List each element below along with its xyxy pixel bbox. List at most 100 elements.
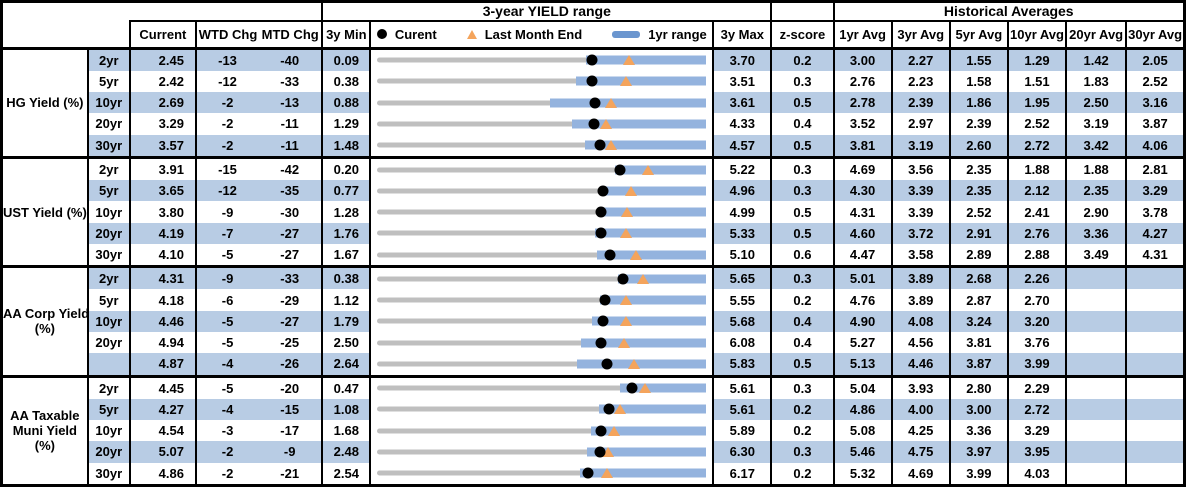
group-label-line: AA Corp Yield bbox=[3, 306, 88, 322]
cell-current: 5.07 bbox=[128, 441, 197, 463]
cell-3yr-avg: 3.56 bbox=[890, 155, 951, 181]
cell-3y-min: 0.77 bbox=[321, 180, 372, 202]
cell-wtd-chg: -4 bbox=[194, 353, 259, 376]
range-track-3yr bbox=[377, 230, 707, 236]
cell-current: 2.69 bbox=[128, 92, 197, 114]
cell-10yr-avg: 4.03 bbox=[1006, 462, 1068, 486]
cell-wtd-chg: -3 bbox=[194, 420, 259, 442]
cell-current: 4.86 bbox=[128, 462, 197, 486]
cell-10yr-avg: 2.88 bbox=[1006, 243, 1068, 267]
cell-3y-max: 6.17 bbox=[712, 462, 773, 486]
cell-wtd-chg: -2 bbox=[194, 113, 259, 135]
cell-wtd-chg: -2 bbox=[194, 134, 259, 158]
cell-1yr-avg: 4.86 bbox=[832, 398, 893, 421]
cell-3yr-avg: 2.97 bbox=[890, 113, 951, 135]
cell-10yr-avg: 3.95 bbox=[1006, 441, 1068, 463]
cell-10yr-avg: 3.29 bbox=[1006, 420, 1068, 442]
cell-tenor: 2yr bbox=[86, 46, 131, 71]
cell-10yr-avg: 2.26 bbox=[1006, 265, 1068, 290]
cell-10yr-avg: 3.20 bbox=[1006, 310, 1068, 332]
cell-tenor: 30yr bbox=[86, 134, 131, 158]
range-track-3yr bbox=[377, 252, 707, 258]
current-dot bbox=[586, 75, 598, 87]
cell-current: 4.94 bbox=[128, 331, 197, 354]
cell-10yr-avg: 1.29 bbox=[1006, 46, 1068, 71]
cell-range-chart bbox=[369, 113, 715, 135]
cell-30yr-avg: 2.05 bbox=[1125, 46, 1186, 71]
range-bar-1yr bbox=[600, 295, 707, 305]
last-month-end-triangle bbox=[599, 118, 612, 129]
last-month-end-triangle bbox=[628, 358, 641, 369]
cell-3y-min: 0.09 bbox=[321, 46, 372, 71]
cell-wtd-chg: -6 bbox=[194, 289, 259, 311]
cell-10yr-avg: 1.88 bbox=[1006, 155, 1068, 181]
cell-wtd-chg: -2 bbox=[194, 441, 259, 463]
cell-3y-min: 0.88 bbox=[321, 92, 372, 114]
cell-z-score: 0.3 bbox=[770, 180, 835, 202]
cell-mtd-chg: -9 bbox=[258, 441, 324, 463]
cell-30yr-avg bbox=[1125, 310, 1186, 332]
cell-10yr-avg: 1.51 bbox=[1006, 70, 1068, 93]
cell-tenor: 10yr bbox=[86, 92, 131, 114]
cell-10yr-avg: 2.72 bbox=[1006, 134, 1068, 158]
cell-wtd-chg: -9 bbox=[194, 265, 259, 290]
cell-1yr-avg: 5.04 bbox=[832, 374, 893, 399]
last-month-end-triangle bbox=[602, 446, 615, 457]
cell-mtd-chg: -13 bbox=[258, 92, 324, 114]
cell-20yr-avg bbox=[1065, 331, 1128, 354]
cell-3y-min: 1.76 bbox=[321, 222, 372, 244]
range-track-3yr bbox=[377, 449, 707, 455]
cell-3y-min: 0.20 bbox=[321, 155, 372, 181]
table-row: 20yr 4.94 -5 -25 2.50 6.08 0.4 5.27 4.56 3.81 3.76 bbox=[2, 331, 1186, 354]
cell-mtd-chg: -25 bbox=[258, 331, 324, 354]
cell-5yr-avg: 3.00 bbox=[948, 398, 1009, 421]
cell-tenor: 20yr bbox=[86, 113, 131, 135]
col-header-wtd-mtd: WTD Chg MTD Chg bbox=[194, 19, 324, 50]
range-section-title: 3-year YIELD range bbox=[321, 0, 773, 22]
col-header-wtd-chg: WTD Chg bbox=[198, 26, 258, 42]
cell-30yr-avg: 3.29 bbox=[1125, 180, 1186, 202]
cell-current: 4.27 bbox=[128, 398, 197, 421]
last-month-end-triangle bbox=[621, 207, 634, 218]
range-bar-1yr bbox=[591, 426, 707, 436]
cell-3y-max: 5.61 bbox=[712, 374, 773, 399]
cell-mtd-chg: -33 bbox=[258, 265, 324, 290]
last-month-end-triangle-icon bbox=[466, 29, 477, 39]
range-chart bbox=[377, 441, 707, 462]
range-bar-1yr bbox=[596, 250, 707, 260]
cell-10yr-avg: 3.99 bbox=[1006, 353, 1068, 376]
cell-20yr-avg: 2.50 bbox=[1065, 92, 1128, 114]
cell-mtd-chg: -15 bbox=[258, 398, 324, 421]
col-header-1yr-avg: 1yr Avg bbox=[832, 19, 893, 50]
range-chart bbox=[377, 244, 707, 265]
cell-z-score: 0.4 bbox=[770, 331, 835, 354]
cell-10yr-avg: 3.76 bbox=[1006, 331, 1068, 354]
range-chart bbox=[377, 379, 707, 399]
cell-mtd-chg: -21 bbox=[258, 462, 324, 486]
cell-3yr-avg: 3.39 bbox=[890, 180, 951, 202]
cell-3y-min: 0.38 bbox=[321, 70, 372, 93]
cell-wtd-chg: -2 bbox=[194, 462, 259, 486]
col-header-5yr-avg: 5yr Avg bbox=[948, 19, 1009, 50]
last-month-end-triangle bbox=[600, 468, 613, 479]
cell-range-chart bbox=[369, 398, 715, 421]
cell-1yr-avg: 5.08 bbox=[832, 420, 893, 442]
cell-z-score: 0.3 bbox=[770, 441, 835, 463]
group-label: AA Corp Yield (%) bbox=[0, 265, 89, 378]
legend-current-label: Curent bbox=[394, 26, 437, 42]
cell-3y-min: 0.38 bbox=[321, 265, 372, 290]
col-header-3y-max: 3y Max bbox=[712, 19, 773, 50]
cell-5yr-avg: 3.99 bbox=[948, 462, 1009, 486]
range-bar-1yr bbox=[580, 468, 707, 478]
cell-5yr-avg: 2.39 bbox=[948, 113, 1009, 135]
cell-current: 3.80 bbox=[128, 201, 197, 223]
cell-1yr-avg: 5.46 bbox=[832, 441, 893, 463]
cell-tenor: 5yr bbox=[86, 398, 131, 421]
cell-z-score: 0.3 bbox=[770, 70, 835, 93]
table-row: AA Taxable Muni Yield (%) 2yr 4.45 -5 -20 0.47 5… bbox=[0, 374, 1186, 487]
cell-3y-min: 2.50 bbox=[321, 331, 372, 354]
range-track-3yr bbox=[377, 78, 707, 84]
cell-20yr-avg: 3.36 bbox=[1065, 222, 1128, 244]
group-label: UST Yield (%) bbox=[0, 155, 89, 268]
range-track-3yr bbox=[377, 318, 707, 324]
